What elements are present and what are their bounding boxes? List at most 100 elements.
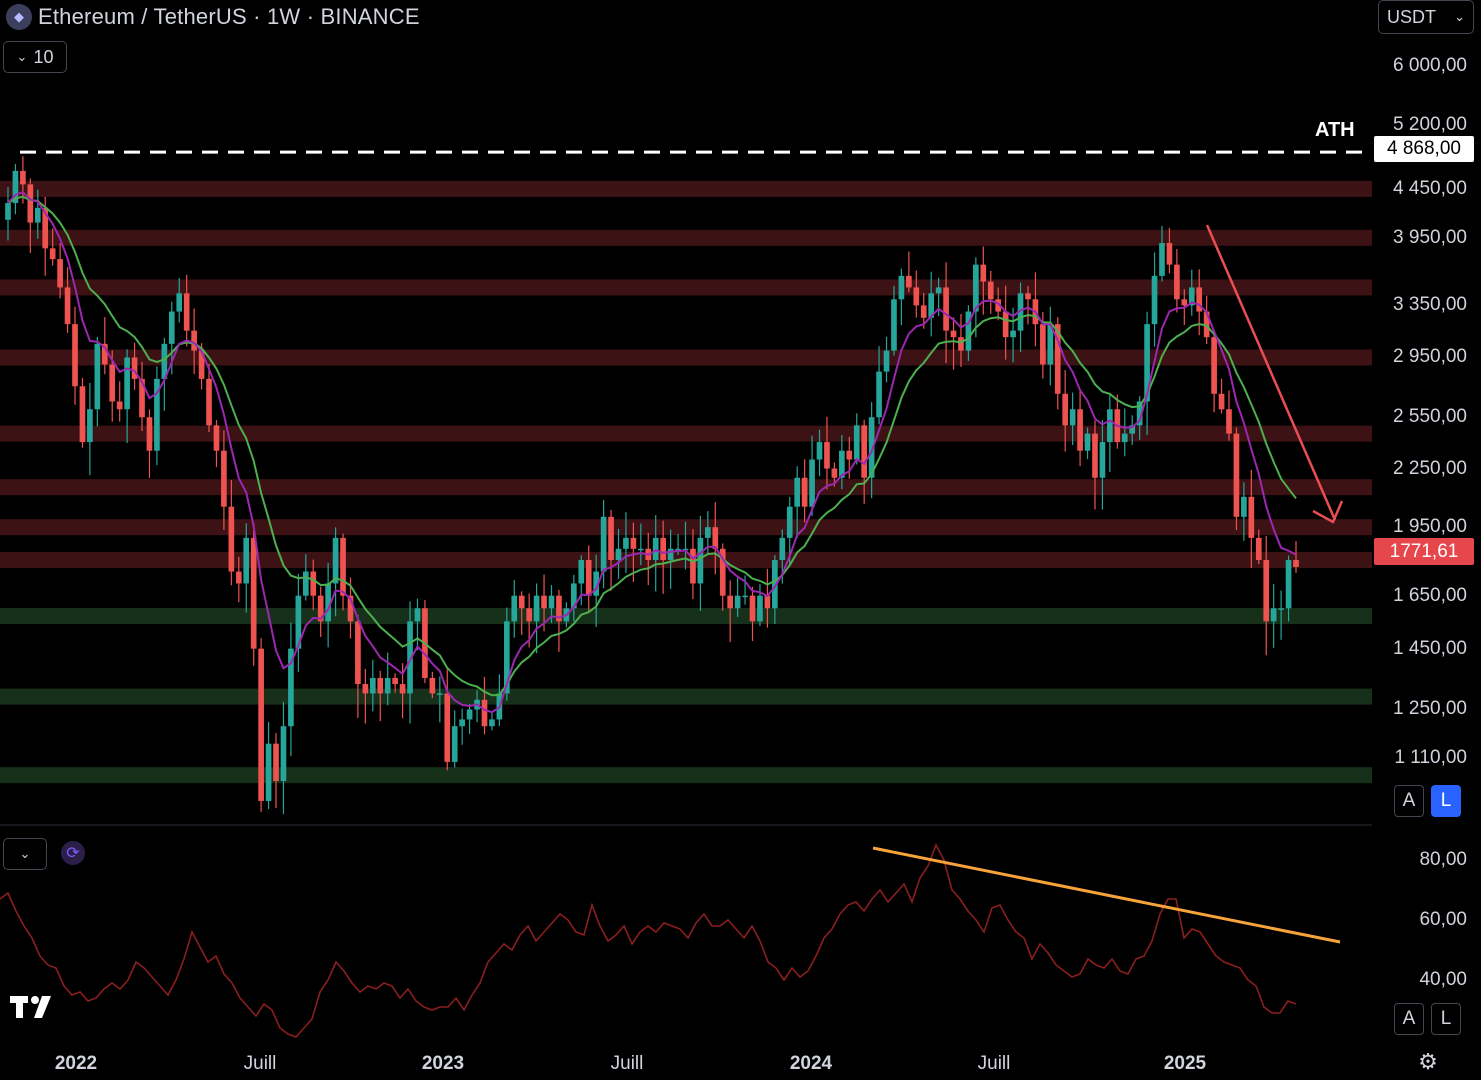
candle bbox=[950, 317, 957, 370]
candle-body bbox=[1285, 560, 1292, 609]
candle-body bbox=[265, 743, 272, 801]
candle-body bbox=[1144, 324, 1150, 402]
log-scale-button[interactable]: L bbox=[1431, 785, 1461, 817]
price-zones bbox=[0, 180, 1372, 784]
candle bbox=[697, 515, 704, 611]
candle-body bbox=[1136, 401, 1143, 426]
candle bbox=[1263, 535, 1270, 656]
candle bbox=[131, 342, 138, 390]
candle-body bbox=[12, 170, 19, 204]
settings-icon[interactable]: ⚙ bbox=[1418, 1049, 1438, 1074]
candle-body bbox=[935, 287, 942, 294]
rsi-tick-label: 60,00 bbox=[1419, 909, 1467, 930]
candle-body bbox=[883, 350, 890, 372]
interval-dropdown[interactable]: ⌄ 10 bbox=[3, 41, 67, 73]
rsi-tick-label: 80,00 bbox=[1419, 849, 1467, 870]
candle-body bbox=[965, 311, 972, 351]
candle bbox=[1099, 420, 1106, 510]
candle bbox=[176, 277, 183, 323]
candle bbox=[987, 270, 994, 314]
refresh-icon[interactable]: ⟳ bbox=[61, 841, 85, 865]
trend-arrow bbox=[1205, 224, 1344, 524]
candle-body bbox=[288, 648, 294, 727]
price-tick-label: 4 450,00 bbox=[1393, 177, 1467, 199]
candle-body bbox=[355, 621, 361, 685]
candle bbox=[973, 257, 979, 338]
candle-body bbox=[660, 537, 666, 561]
candle bbox=[556, 589, 562, 652]
auto-scale-button[interactable]: A bbox=[1394, 785, 1424, 817]
candle-body bbox=[161, 343, 168, 379]
candle bbox=[1062, 370, 1069, 452]
candle bbox=[816, 429, 823, 476]
candle-body bbox=[950, 330, 957, 338]
candle bbox=[1174, 248, 1180, 313]
candle bbox=[638, 523, 644, 566]
candle bbox=[377, 670, 384, 722]
candle-body bbox=[570, 583, 577, 609]
candle bbox=[161, 337, 168, 411]
candle bbox=[1107, 394, 1113, 473]
support-zone bbox=[0, 688, 1372, 705]
candle-body bbox=[206, 378, 212, 426]
candle-body bbox=[518, 595, 525, 609]
candle-body bbox=[1107, 409, 1113, 443]
candle-body bbox=[898, 275, 905, 300]
resistance-zone bbox=[0, 279, 1372, 296]
candle-body bbox=[928, 293, 935, 318]
candle bbox=[839, 434, 845, 490]
candle bbox=[1241, 482, 1247, 541]
candle-body bbox=[712, 527, 719, 549]
candle bbox=[392, 673, 398, 693]
candle-body bbox=[87, 409, 93, 443]
candle-body bbox=[27, 184, 34, 223]
candle-body bbox=[608, 516, 614, 561]
candle bbox=[891, 285, 897, 356]
candle-body bbox=[1017, 293, 1024, 331]
candle bbox=[578, 555, 585, 606]
candle-body bbox=[377, 677, 384, 694]
rsi-log-scale-button[interactable]: L bbox=[1431, 1003, 1461, 1035]
symbol-title: Ethereum / TetherUS · 1W · BINANCE bbox=[38, 4, 420, 29]
rsi-collapse-button[interactable]: ⌄ bbox=[3, 838, 47, 870]
candle-body bbox=[1218, 393, 1225, 410]
candle-body bbox=[742, 595, 748, 598]
candle-body bbox=[325, 583, 331, 622]
candle-body bbox=[995, 299, 1002, 312]
candle bbox=[690, 529, 696, 600]
candle-body bbox=[920, 305, 927, 318]
candle-body bbox=[243, 537, 250, 584]
candle-body bbox=[1181, 299, 1188, 306]
candle bbox=[94, 336, 101, 427]
candle-body bbox=[1062, 393, 1069, 426]
price-tick-label: 5 200,00 bbox=[1393, 114, 1467, 136]
candle-body bbox=[675, 548, 681, 551]
currency-select[interactable]: USDT ⌄ bbox=[1378, 0, 1474, 34]
price-tick-label: 6 000,00 bbox=[1393, 55, 1467, 77]
rsi-auto-scale-button[interactable]: A bbox=[1394, 1003, 1424, 1035]
candle bbox=[660, 520, 666, 594]
candle-body bbox=[489, 719, 495, 727]
candle bbox=[853, 413, 860, 465]
candle-body bbox=[414, 608, 421, 622]
candle-body bbox=[228, 506, 235, 572]
candle bbox=[652, 515, 659, 592]
candle bbox=[786, 496, 793, 564]
candle bbox=[42, 196, 49, 276]
candle bbox=[1159, 226, 1165, 282]
resistance-zone bbox=[0, 229, 1372, 246]
candle-body bbox=[168, 311, 175, 344]
candle bbox=[57, 243, 63, 299]
candle bbox=[943, 262, 949, 364]
candle-body bbox=[556, 595, 562, 622]
candle bbox=[876, 346, 882, 425]
candle-body bbox=[1263, 560, 1270, 622]
candle bbox=[340, 533, 346, 611]
candle bbox=[593, 554, 599, 627]
candle-body bbox=[131, 357, 138, 379]
candle bbox=[585, 545, 592, 611]
ethereum-icon: ◆ bbox=[6, 4, 32, 30]
candle bbox=[355, 615, 361, 718]
ma-fast-line bbox=[7, 190, 1297, 714]
